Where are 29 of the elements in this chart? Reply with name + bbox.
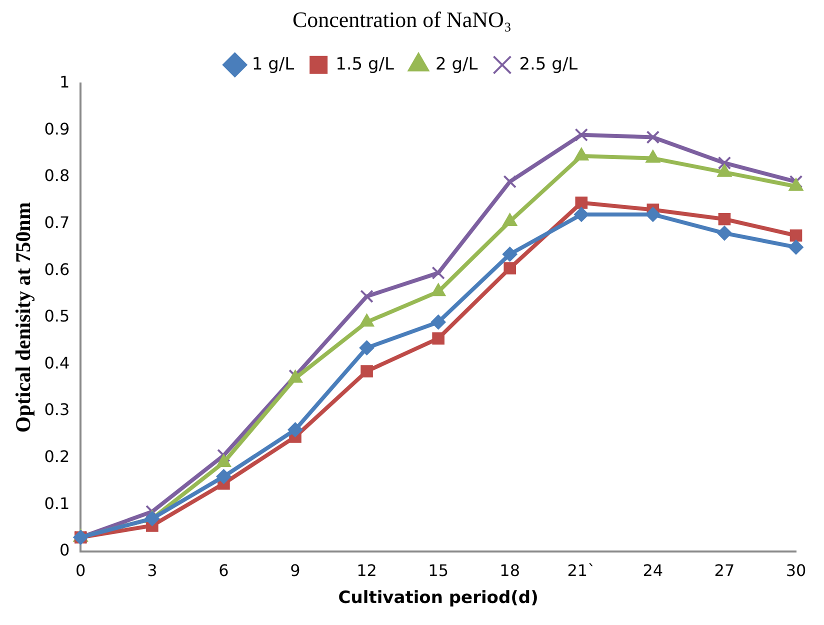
y-tick-label: 0.4: [44, 353, 70, 372]
x-tick-label: 9: [290, 561, 300, 580]
x-tick-label: 15: [428, 561, 448, 580]
y-tick-label: 0.5: [44, 306, 70, 326]
y-tick-label: 0.8: [44, 166, 70, 186]
x-tick-label: 6: [218, 561, 229, 580]
x-tick-label: 3: [147, 561, 158, 580]
chart-title: Concentration of NaNO₃: [292, 6, 512, 32]
x-tick-label: 12: [356, 561, 377, 580]
y-tick-label: 0.1: [44, 494, 70, 513]
y-tick-label: 0: [59, 540, 70, 560]
y-axis-title: Optical denisity at 750nm: [11, 202, 36, 433]
y-tick-label: 0.7: [44, 212, 70, 232]
x-tick-label: 0: [76, 561, 86, 580]
x-tick-label: 30: [786, 561, 806, 580]
y-tick-label: 1: [59, 72, 70, 92]
legend-label: 2.5 g/L: [519, 54, 578, 74]
legend-label: 1.5 g/L: [336, 54, 395, 74]
x-tick-label: 24: [642, 561, 664, 580]
y-tick-label: 0.6: [44, 260, 70, 279]
y-tick-label: 0.3: [44, 400, 70, 420]
x-tick-label: 21`: [567, 561, 596, 580]
x-tick-label: 18: [500, 561, 520, 580]
legend-label: 1 g/L: [252, 54, 295, 74]
y-tick-label: 0.9: [44, 119, 70, 138]
legend-label: 2 g/L: [436, 54, 478, 74]
y-tick-label: 0.2: [44, 446, 70, 466]
x-tick-label: 27: [714, 561, 735, 580]
x-axis-title: Cultivation period(d): [338, 588, 538, 608]
